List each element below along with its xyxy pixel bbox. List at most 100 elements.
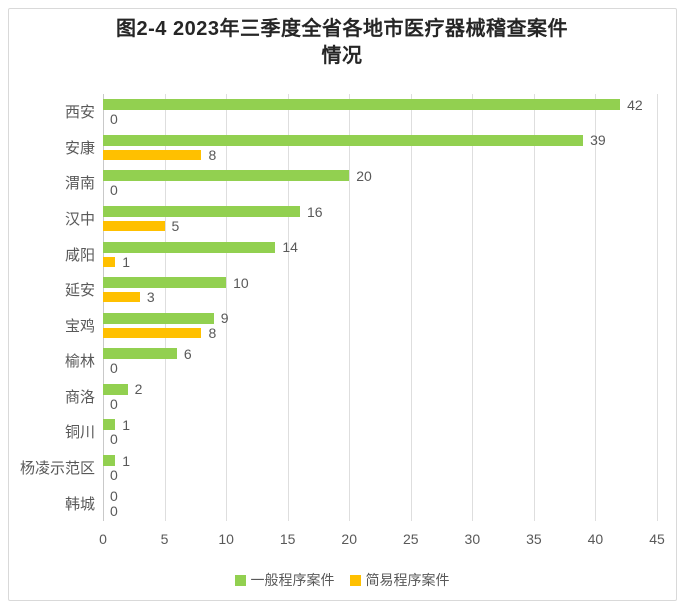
category-row: 渭南 20 0 — [15, 165, 657, 201]
category-axis-line — [103, 94, 104, 521]
bars-group: 16 5 — [103, 205, 657, 233]
value-label: 6 — [183, 345, 192, 362]
gridline — [287, 94, 289, 521]
gridline — [657, 94, 658, 521]
bar-line: 0 — [103, 467, 657, 484]
chart-title-line1: 图2-4 2023年三季度全省各地市医疗器械稽查案件 — [116, 18, 568, 40]
bar-line: 0 — [103, 112, 657, 126]
bar-line: 5 — [103, 219, 657, 233]
legend-item-general: 一般程序案件 — [234, 570, 335, 590]
bar-line: 8 — [103, 324, 657, 341]
category-row: 商洛 2 0 — [15, 379, 657, 415]
value-label: 0 — [110, 182, 118, 199]
category-label: 延安 — [64, 282, 95, 300]
category-label: 韩城 — [64, 495, 95, 513]
category-label: 榆林 — [64, 353, 95, 371]
value-label: 10 — [233, 274, 249, 291]
legend: 一般程序案件 简易程序案件 — [0, 570, 684, 590]
x-tick-label: 30 — [464, 531, 481, 547]
value-label: 39 — [590, 132, 606, 149]
bar-general-procedure — [103, 455, 116, 467]
bars-group: 20 0 — [103, 167, 657, 199]
category-label: 宝鸡 — [64, 317, 95, 335]
category-row: 铜川 1 0 — [15, 414, 657, 450]
gridline — [349, 94, 351, 521]
legend-swatch-general-icon — [234, 574, 246, 586]
category-row: 西安 42 0 — [15, 94, 657, 130]
bar-line: 1 — [103, 416, 657, 433]
value-label: 1 — [122, 452, 131, 469]
category-label: 西安 — [64, 104, 95, 122]
value-label: 20 — [356, 167, 372, 184]
plot-area — [103, 94, 658, 521]
bars-group: 10 3 — [103, 274, 657, 304]
gridline — [226, 94, 228, 521]
value-label: 2 — [134, 381, 143, 398]
bar-simple-procedure — [103, 292, 140, 303]
bar-line: 0 — [103, 361, 657, 375]
bar-line: 0 — [103, 504, 657, 518]
value-label: 9 — [220, 310, 229, 327]
bar-general-procedure — [103, 312, 214, 324]
x-tick-label: 35 — [526, 531, 542, 547]
legend-label-simple: 简易程序案件 — [365, 572, 450, 588]
bar-general-procedure — [103, 383, 128, 395]
value-label: 42 — [627, 96, 643, 113]
bar-general-procedure — [103, 277, 227, 289]
chart-title-line2: 情况 — [321, 45, 363, 67]
category-row: 榆林 6 0 — [15, 343, 657, 379]
gridline — [533, 94, 535, 521]
x-axis: 0 5 10 15 20 25 30 35 40 45 — [0, 531, 684, 551]
bar-line: 10 — [103, 274, 657, 291]
legend-item-simple: 简易程序案件 — [349, 570, 450, 590]
bar-simple-procedure — [103, 149, 202, 160]
value-label: 0 — [110, 395, 118, 412]
value-label: 1 — [122, 416, 131, 433]
bar-line: 0 — [103, 182, 657, 199]
bar-line: 1 — [103, 253, 657, 270]
legend-label-general: 一般程序案件 — [250, 572, 335, 588]
bar-line: 14 — [103, 240, 657, 254]
bar-general-procedure — [103, 241, 276, 253]
bar-general-procedure — [103, 419, 116, 431]
category-row: 宝鸡 9 8 — [15, 307, 657, 343]
category-row: 杨凌示范区 1 0 — [15, 450, 657, 486]
gridline — [164, 94, 166, 521]
bar-simple-procedure — [103, 327, 202, 338]
bar-line: 8 — [103, 148, 657, 162]
bar-line: 1 — [103, 452, 657, 469]
bar-line: 0 — [103, 395, 657, 412]
x-tick-label: 25 — [402, 531, 419, 547]
category-label: 咸阳 — [64, 246, 95, 264]
category-row: 安康 39 8 — [15, 130, 657, 166]
bars-group: 42 0 — [103, 96, 657, 126]
category-label: 商洛 — [64, 388, 95, 406]
bar-line: 39 — [103, 132, 657, 149]
x-tick-label: 20 — [341, 531, 357, 547]
bar-rows-container: 西安 42 0 安康 39 8 渭南 20 0 汉中 16 5 咸阳 14 1 延安 10 3 宝鸡 9 8 榆林 6 0 商洛… — [15, 94, 657, 521]
x-tick-label: 10 — [218, 531, 234, 547]
value-label: 8 — [208, 324, 217, 341]
bar-simple-procedure — [103, 256, 116, 267]
x-tick-label: 45 — [649, 531, 665, 547]
value-label: 1 — [122, 253, 131, 270]
category-row: 延安 10 3 — [15, 272, 657, 308]
x-tick-label: 40 — [587, 531, 604, 547]
bar-simple-procedure — [103, 221, 165, 232]
value-label: 0 — [110, 488, 118, 505]
bars-group: 14 1 — [103, 240, 657, 270]
category-row: 咸阳 14 1 — [15, 236, 657, 272]
bar-line: 3 — [103, 290, 657, 304]
bar-line: 16 — [103, 205, 657, 219]
value-label: 0 — [110, 467, 118, 484]
category-label: 杨凌示范区 — [19, 460, 95, 478]
x-tick-label: 5 — [160, 531, 169, 547]
bar-line: 2 — [103, 381, 657, 398]
